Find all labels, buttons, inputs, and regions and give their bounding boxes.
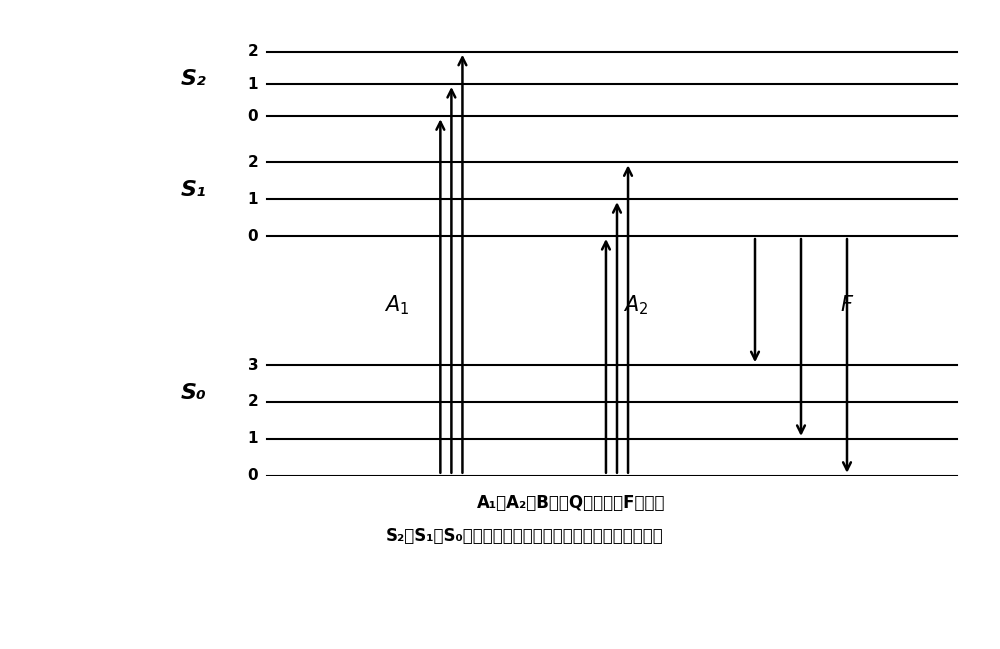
Text: A₁，A₂为B带和Q带吸收；F为荧光: A₁，A₂为B带和Q带吸收；F为荧光 <box>477 495 665 512</box>
Text: 1: 1 <box>248 432 258 447</box>
Text: 0: 0 <box>248 228 258 243</box>
Text: $A_2$: $A_2$ <box>623 293 648 317</box>
Text: $A_1$: $A_1$ <box>384 293 409 317</box>
Text: 1: 1 <box>248 77 258 92</box>
Text: 2: 2 <box>247 44 258 59</box>
Text: 0: 0 <box>248 109 258 124</box>
Text: 2: 2 <box>247 155 258 170</box>
Text: 1: 1 <box>248 191 258 207</box>
Text: $F$: $F$ <box>840 295 854 315</box>
Text: S₁: S₁ <box>181 180 207 200</box>
Text: S₂: S₂ <box>181 69 207 90</box>
Text: 0: 0 <box>248 468 258 483</box>
Text: S₀: S₀ <box>181 383 207 403</box>
Text: S₂，S₁，S₀分别第二能量激发态，第一能量激发态，基态: S₂，S₁，S₀分别第二能量激发态，第一能量激发态，基态 <box>386 526 664 545</box>
Text: 3: 3 <box>248 358 258 373</box>
Text: 2: 2 <box>247 395 258 410</box>
